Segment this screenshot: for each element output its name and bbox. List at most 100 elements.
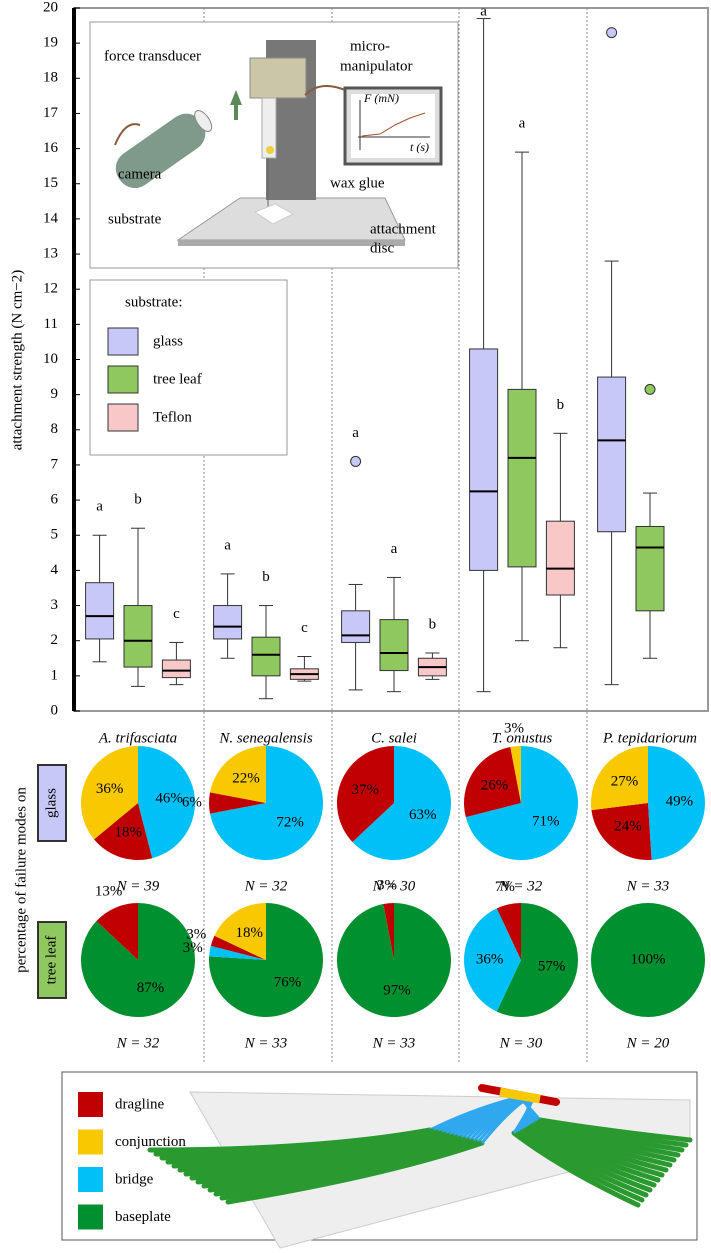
row-label-box	[37, 921, 67, 999]
pie-n: N = 33	[244, 1035, 288, 1051]
pie-slice	[591, 903, 705, 1017]
row-label: tree leaf	[43, 936, 59, 985]
pie-slice	[138, 746, 195, 859]
graph-y-label: F (mN)	[363, 91, 399, 105]
category-label: P. tepidariorum	[602, 730, 697, 746]
significance-letter: c	[301, 620, 308, 636]
inset-label: camera	[118, 166, 162, 182]
legend-label: dragline	[115, 1096, 164, 1112]
pie-label: 63%	[409, 807, 437, 823]
row-label-box	[37, 764, 67, 842]
category-label: N. senegalensis	[218, 730, 312, 746]
y-tick-label: 7	[51, 456, 59, 472]
row-label: glass	[43, 788, 59, 818]
pie-label: 3%	[186, 926, 206, 942]
pie-slice	[96, 903, 138, 960]
y-tick-label: 2	[51, 632, 59, 648]
legend-label: baseplate	[115, 1209, 171, 1225]
pie-label: 27%	[611, 774, 639, 790]
category-label: A. trifasciata	[98, 730, 177, 746]
significance-letter: b	[262, 569, 270, 585]
significance-letter: a	[480, 3, 487, 19]
legend-swatch	[78, 1129, 103, 1155]
pie-label: 18%	[235, 925, 263, 941]
pie-slice	[214, 902, 266, 960]
arrow-up	[230, 90, 242, 120]
y-tick-label: 5	[51, 527, 59, 543]
apparatus-inset: F (mN) t (s) force transducer micro- man…	[89, 21, 459, 269]
legend-swatch	[78, 1092, 103, 1117]
cable	[304, 85, 346, 96]
box	[469, 348, 499, 571]
camera-body	[115, 113, 206, 188]
pie-n: N = 30	[372, 878, 416, 894]
inset-label: wax glue	[330, 175, 385, 191]
box	[635, 525, 665, 612]
box	[123, 605, 153, 668]
category-label: T. onustus	[492, 730, 553, 746]
y-tick-label: 18	[43, 70, 58, 86]
pie-label: 97%	[383, 983, 411, 999]
thread-illustration	[61, 1071, 698, 1249]
pie-n: N = 32	[116, 1035, 160, 1051]
box	[251, 636, 281, 677]
significance-letter: a	[519, 116, 526, 132]
pie-slice	[591, 803, 652, 860]
baseplate-thread	[511, 1130, 641, 1208]
pie-n: N = 32	[244, 878, 288, 894]
pie-slice	[337, 746, 394, 843]
pie-label: 7%	[495, 879, 515, 895]
legend-label: conjunction	[115, 1134, 186, 1150]
pie-slice	[496, 903, 578, 1017]
pie-slice	[80, 746, 138, 840]
pie-label: 37%	[351, 782, 379, 798]
pie-label: 6%	[182, 794, 202, 810]
pie-n: N = 33	[372, 1035, 416, 1051]
pie-n: N = 32	[499, 878, 543, 894]
y-tick-label: 20	[43, 0, 58, 15]
inset-label: disc	[370, 240, 395, 256]
pie-slice	[81, 903, 196, 1018]
y-tick-label: 9	[51, 386, 59, 402]
category-label: C. salei	[371, 730, 417, 746]
legend-swatch	[107, 403, 139, 432]
box	[213, 605, 243, 640]
legend-swatch	[107, 365, 139, 394]
significance-letter: b	[429, 616, 437, 632]
y-tick-label: 0	[51, 702, 59, 718]
box	[379, 619, 409, 672]
y-tick-label: 10	[43, 351, 58, 367]
graph-x-label: t (s)	[410, 140, 429, 154]
y-tick-label: 11	[44, 316, 58, 332]
inset-label: force transducer	[104, 48, 201, 64]
pie-label: 36%	[476, 951, 504, 967]
pie-label: 18%	[115, 824, 143, 840]
graph-trace	[361, 112, 426, 137]
pie-slice	[210, 746, 266, 803]
pie-label: 3%	[377, 878, 397, 894]
inset-label: manipulator	[340, 58, 412, 74]
pie-slice	[496, 903, 521, 960]
box	[341, 610, 371, 643]
force-transducer-box	[249, 57, 307, 99]
box	[161, 659, 191, 679]
conjunction-shape	[499, 1087, 541, 1104]
y-tick-label: 15	[43, 175, 58, 191]
mode-legend: dragline conjunction bridge baseplate	[78, 1092, 186, 1230]
probe	[261, 97, 277, 159]
significance-letter: b	[557, 397, 565, 413]
inset-label: micro-	[350, 38, 390, 54]
pie-slice	[383, 903, 394, 960]
pie-label: 71%	[532, 814, 560, 830]
pie-n: N = 30	[499, 1035, 543, 1051]
significance-letter: a	[352, 425, 359, 441]
y-tick-label: 13	[43, 245, 58, 261]
legend-label: glass	[153, 333, 183, 349]
wax-drop	[266, 146, 274, 154]
y-tick-label: 14	[43, 210, 59, 226]
pie-slice	[464, 747, 521, 818]
legend-swatch	[78, 1167, 103, 1192]
box	[597, 376, 627, 533]
pie-slice	[210, 935, 266, 960]
